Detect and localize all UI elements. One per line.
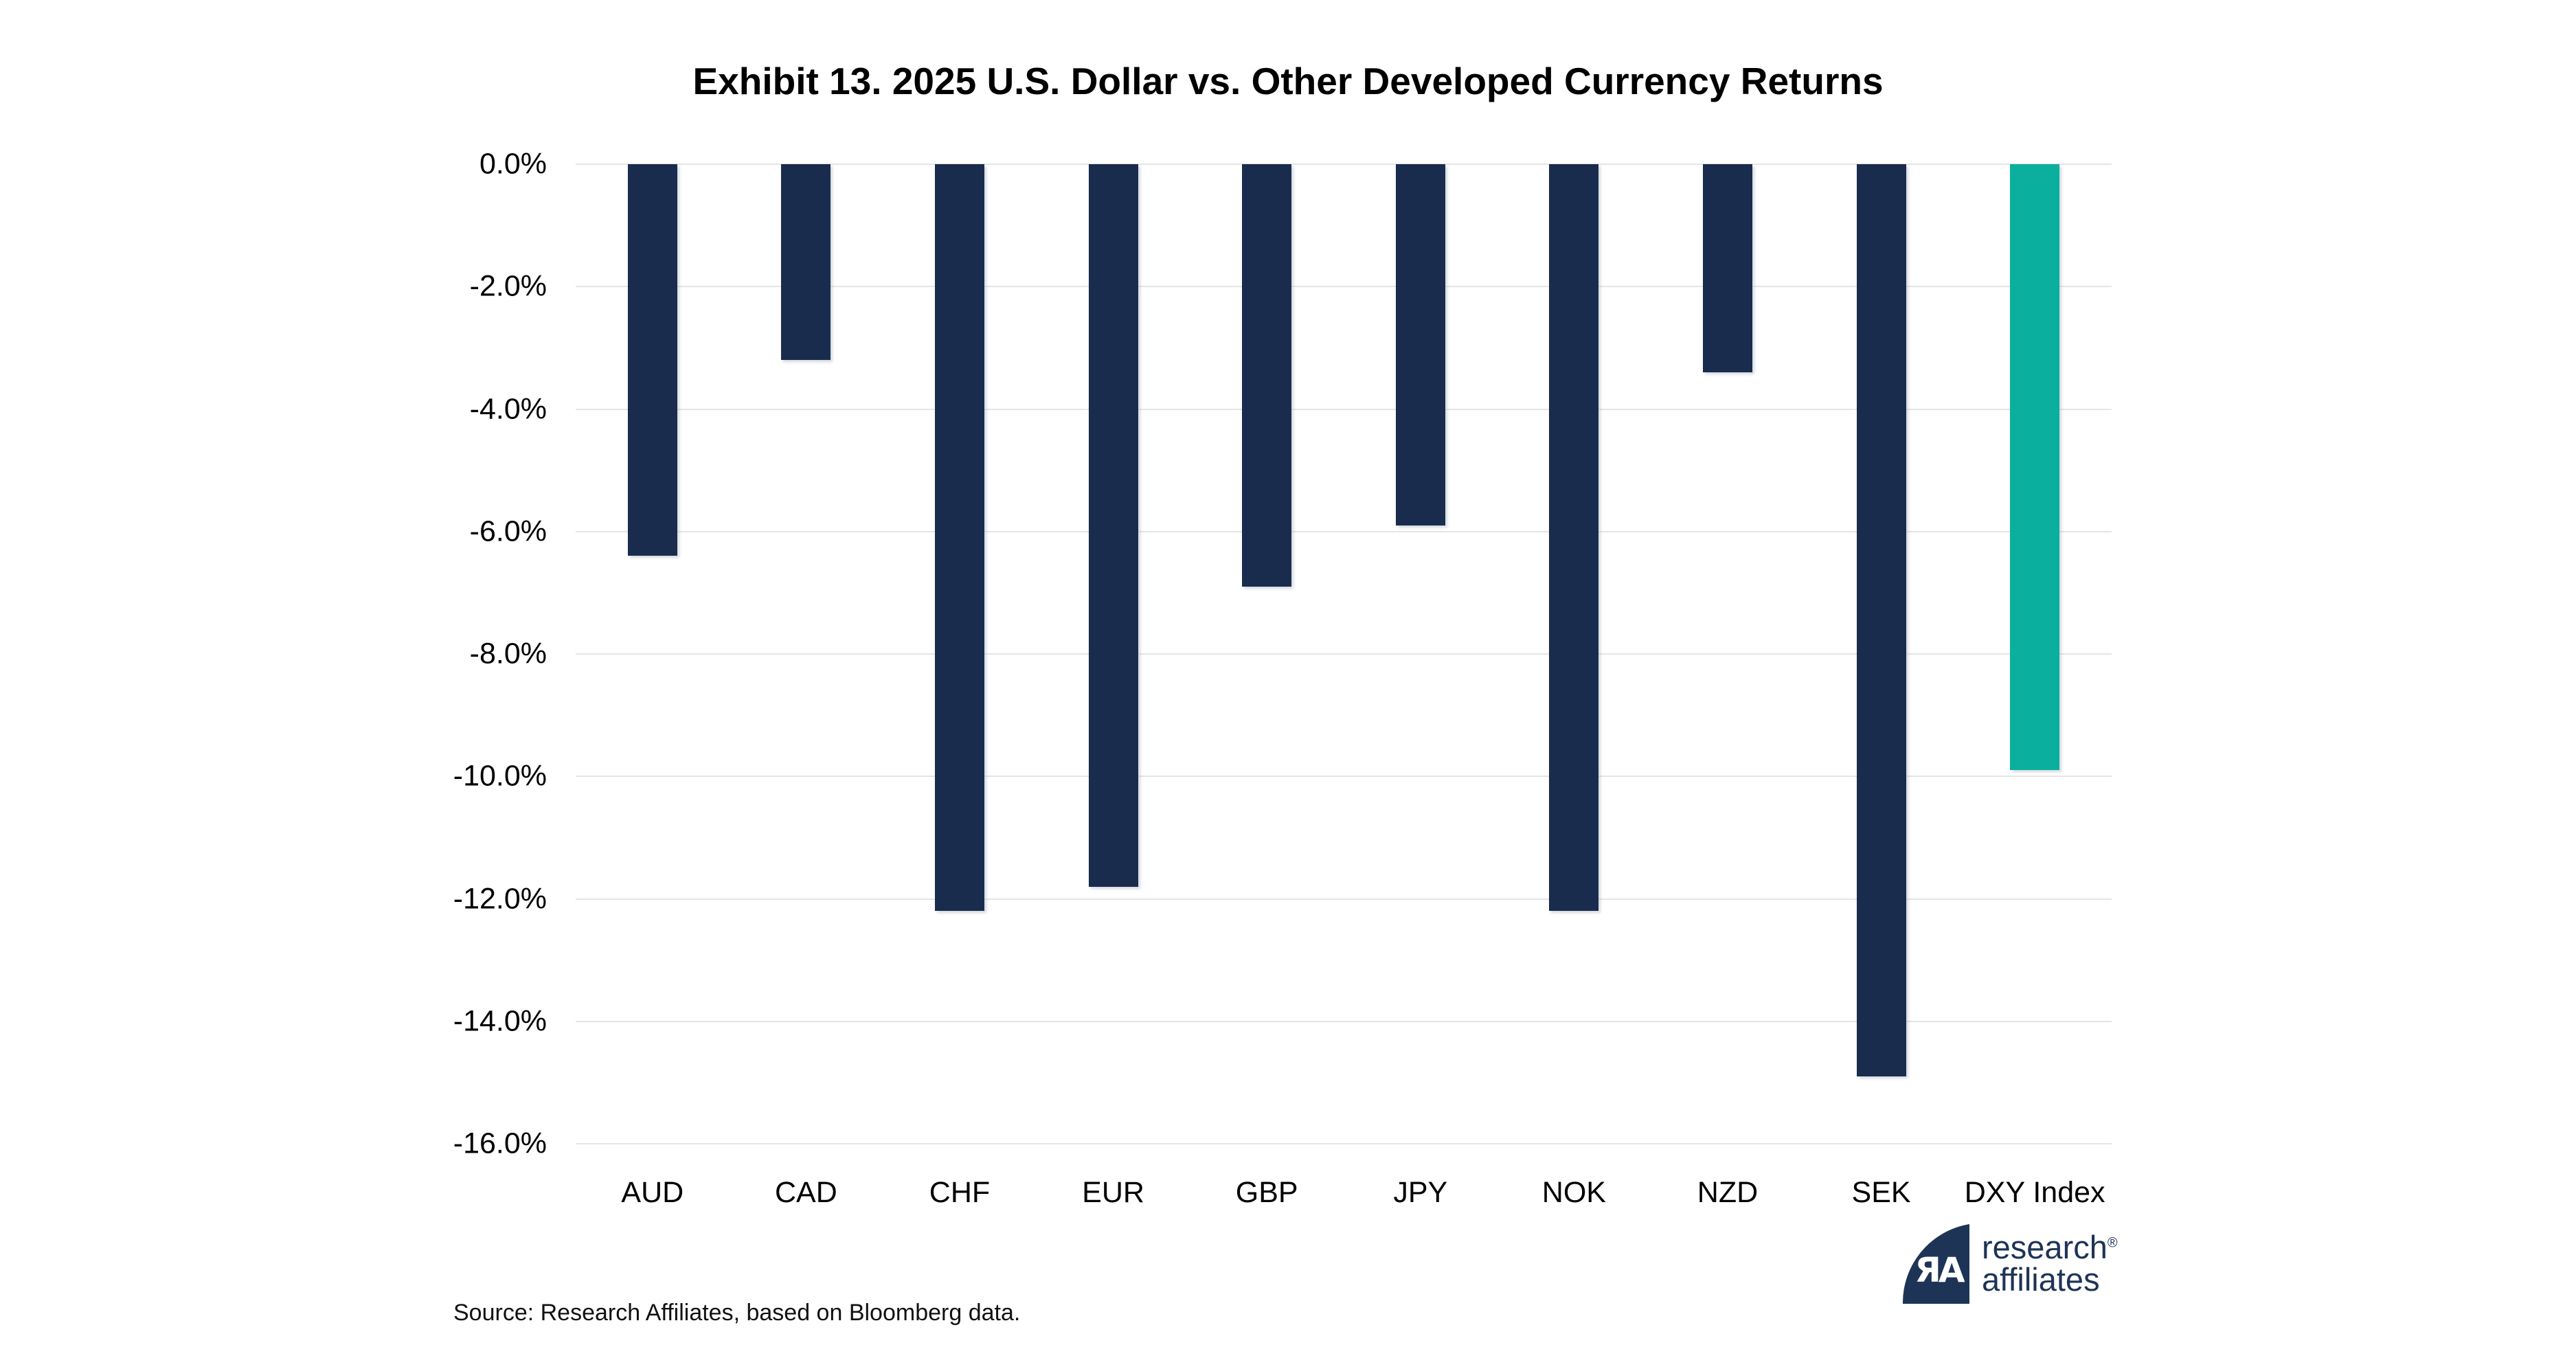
bar-slot: [576, 164, 730, 1144]
gridline: [576, 653, 2112, 655]
x-axis-label-chf: CHF: [929, 1176, 991, 1209]
gridline: [576, 163, 2112, 165]
x-axis-label-sek: SEK: [1851, 1176, 1911, 1209]
bar-chf: [934, 164, 984, 912]
y-axis-tick-label: -6.0%: [469, 515, 547, 548]
x-axis-label-aud: AUD: [621, 1176, 684, 1209]
y-axis-tick-label: 0.0%: [479, 147, 547, 181]
chart-title: Exhibit 13. 2025 U.S. Dollar vs. Other D…: [692, 60, 1884, 102]
gridline: [576, 898, 2112, 900]
plot-area: [576, 163, 2112, 1144]
bar-nok: [1549, 164, 1599, 912]
y-axis-tick-label: -12.0%: [453, 882, 547, 915]
bar-slot: [883, 164, 1037, 1144]
registered-mark: ®: [2107, 1235, 2118, 1251]
gridline: [576, 776, 2112, 778]
bar-dxy-index: [2010, 164, 2060, 771]
bar-jpy: [1395, 164, 1445, 525]
bar-nzd: [1702, 164, 1752, 373]
source-note: Source: Research Affiliates, based on Bl…: [453, 1300, 1021, 1326]
bar-aud: [627, 164, 677, 556]
y-axis-tick-label: -16.0%: [453, 1127, 547, 1160]
y-axis-tick-label: -10.0%: [453, 759, 547, 793]
gridline: [576, 1020, 2112, 1022]
y-axis-tick-label: -4.0%: [469, 392, 547, 425]
bar-gbp: [1242, 164, 1292, 587]
gridline: [576, 530, 2112, 532]
x-axis-labels: AUD CAD CHF EUR GBP JPY NOK NZD SEK DXY Index: [576, 1176, 2112, 1210]
bar-slot: [730, 164, 883, 1144]
y-axis-tick-label: -8.0%: [469, 637, 547, 670]
logo-wordmark: research® affiliates: [1982, 1224, 2118, 1296]
bar-slot: [1651, 164, 1805, 1144]
research-affiliates-logo: ЯA research® affiliates: [1903, 1224, 2118, 1304]
bar-sek: [1856, 164, 1906, 1076]
y-axis-labels: 0.0% -2.0% -4.0% -6.0% -8.0% -10.0% -12.0% -14.…: [0, 148, 547, 1160]
gridline: [576, 1143, 2112, 1144]
bar-slot: [1037, 164, 1190, 1144]
x-axis-label-eur: EUR: [1082, 1176, 1144, 1209]
y-axis-tick-label: -2.0%: [469, 269, 547, 303]
x-axis-label-dxy-index: DXY Index: [1964, 1176, 2105, 1209]
bar-slot: [1498, 164, 1651, 1144]
gridline: [576, 286, 2112, 288]
logo-mark-icon: ЯA: [1903, 1224, 1969, 1304]
x-axis-label-jpy: JPY: [1393, 1176, 1448, 1209]
x-axis-label-nok: NOK: [1541, 1176, 1606, 1209]
bar-slot: [1344, 164, 1498, 1144]
logo-line1: research®: [1982, 1229, 2118, 1265]
logo-line2: affiliates: [1982, 1261, 2100, 1298]
bar-eur: [1088, 164, 1138, 887]
x-axis-label-nzd: NZD: [1697, 1176, 1759, 1209]
gridline: [576, 408, 2112, 410]
y-axis-tick-label: -14.0%: [453, 1004, 547, 1038]
bar-slot: [1958, 164, 2112, 1144]
bar-slot: [1190, 164, 1344, 1144]
logo-monogram: ЯA: [1914, 1250, 1965, 1290]
bar-cad: [781, 164, 831, 361]
x-axis-label-gbp: GBP: [1235, 1176, 1298, 1209]
x-axis-label-cad: CAD: [774, 1176, 837, 1209]
bars-row: [576, 164, 2112, 1144]
bar-slot: [1805, 164, 1958, 1144]
